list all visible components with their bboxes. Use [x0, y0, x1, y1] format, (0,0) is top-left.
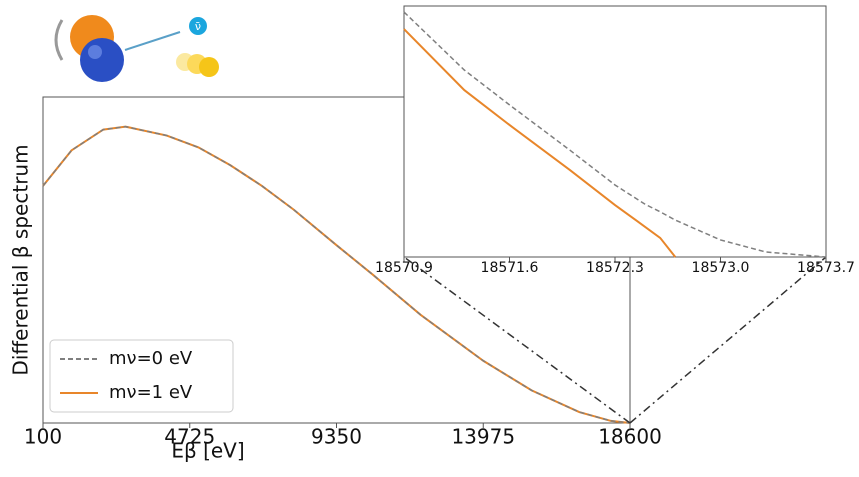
x-tick-label: 4725	[164, 425, 215, 449]
x-axis-label: Eβ [eV]	[171, 439, 244, 463]
x-tick-label: 18573.7	[797, 260, 855, 276]
main-plot: 100 4725 9350 13975 18600 mν=0 eV mν=1 eV	[24, 125, 662, 449]
x-tick-label: 9350	[311, 425, 362, 449]
x-tick-label: 18572.3	[586, 260, 644, 276]
x-tick-label: 100	[24, 425, 62, 449]
series-line	[42, 125, 631, 424]
inset-frame	[403, 5, 827, 258]
legend-label: mν=1 eV	[109, 382, 193, 403]
x-tick-label: 18571.6	[481, 260, 539, 276]
zoom-connector	[629, 256, 827, 424]
y-axis-label: Differential β spectrum	[9, 144, 33, 375]
x-tick-label: 13975	[451, 425, 515, 449]
icon	[54, 15, 219, 82]
x-tick-label: 18573.0	[692, 260, 750, 276]
series-line	[403, 28, 677, 258]
series-line	[403, 11, 827, 258]
legend: mν=0 eV mν=1 eV	[49, 339, 234, 413]
x-tick-label: 18570.9	[375, 260, 433, 276]
x-tick-label: 18600	[598, 425, 662, 449]
zoom-connector	[403, 256, 631, 424]
legend-label: mν=0 eV	[109, 348, 193, 369]
inset-plot: 18570.9 18571.6 18572.3 18573.0 18573.7	[375, 11, 855, 276]
icon-label: ν̄	[195, 20, 201, 33]
